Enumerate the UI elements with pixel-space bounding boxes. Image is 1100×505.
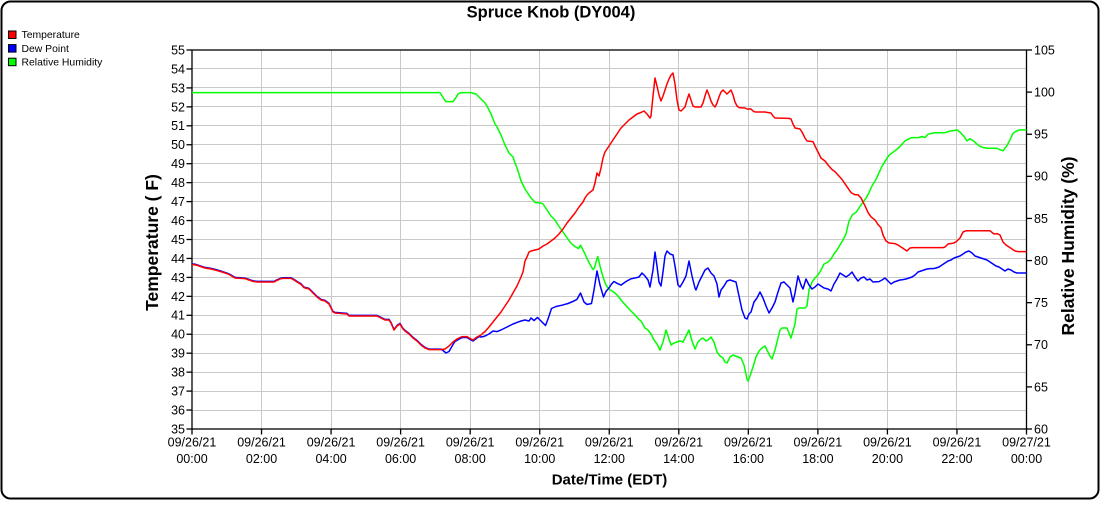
- svg-text:55: 55: [171, 43, 185, 57]
- svg-text:00:00: 00:00: [1011, 452, 1042, 466]
- svg-text:09/26/21: 09/26/21: [863, 436, 912, 450]
- svg-text:37: 37: [171, 385, 185, 399]
- svg-text:52: 52: [171, 100, 185, 114]
- svg-text:54: 54: [171, 62, 185, 76]
- svg-text:Relative Humidity (%): Relative Humidity (%): [1058, 157, 1078, 336]
- svg-text:10:00: 10:00: [524, 452, 555, 466]
- svg-text:47: 47: [171, 195, 185, 209]
- svg-text:09/26/21: 09/26/21: [168, 436, 217, 450]
- svg-text:44: 44: [171, 252, 185, 266]
- svg-text:Date/Time (EDT): Date/Time (EDT): [552, 472, 668, 489]
- svg-text:Temperature: Temperature: [22, 30, 81, 41]
- svg-text:39: 39: [171, 347, 185, 361]
- svg-text:09/26/21: 09/26/21: [724, 436, 773, 450]
- svg-text:49: 49: [171, 157, 185, 171]
- svg-text:85: 85: [1034, 212, 1048, 226]
- svg-text:09/26/21: 09/26/21: [446, 436, 495, 450]
- svg-text:42: 42: [171, 290, 185, 304]
- svg-text:100: 100: [1034, 86, 1055, 100]
- svg-text:14:00: 14:00: [663, 452, 694, 466]
- svg-text:22:00: 22:00: [941, 452, 972, 466]
- svg-text:12:00: 12:00: [594, 452, 625, 466]
- svg-text:46: 46: [171, 214, 185, 228]
- svg-text:09/26/21: 09/26/21: [307, 436, 356, 450]
- svg-text:04:00: 04:00: [315, 452, 346, 466]
- svg-text:20:00: 20:00: [872, 452, 903, 466]
- svg-text:00:00: 00:00: [176, 452, 207, 466]
- svg-text:09/26/21: 09/26/21: [794, 436, 843, 450]
- svg-text:Dew Point: Dew Point: [22, 44, 69, 55]
- svg-text:09/26/21: 09/26/21: [585, 436, 634, 450]
- svg-text:16:00: 16:00: [733, 452, 764, 466]
- svg-text:Spruce Knob (DY004): Spruce Knob (DY004): [467, 4, 636, 22]
- svg-text:40: 40: [171, 328, 185, 342]
- svg-text:09/26/21: 09/26/21: [237, 436, 286, 450]
- svg-text:65: 65: [1034, 380, 1048, 394]
- svg-text:51: 51: [171, 119, 185, 133]
- svg-text:18:00: 18:00: [802, 452, 833, 466]
- svg-text:08:00: 08:00: [455, 452, 486, 466]
- svg-text:41: 41: [171, 309, 185, 323]
- svg-text:36: 36: [171, 403, 185, 417]
- svg-text:75: 75: [1034, 296, 1048, 310]
- svg-text:80: 80: [1034, 254, 1048, 268]
- svg-text:Temperature ( F): Temperature ( F): [142, 174, 162, 311]
- svg-text:09/27/21: 09/27/21: [1002, 436, 1051, 450]
- svg-text:09/26/21: 09/26/21: [376, 436, 425, 450]
- svg-text:45: 45: [171, 233, 185, 247]
- svg-text:06:00: 06:00: [385, 452, 416, 466]
- svg-text:38: 38: [171, 366, 185, 380]
- svg-text:48: 48: [171, 176, 185, 190]
- svg-text:60: 60: [1034, 422, 1048, 436]
- svg-text:105: 105: [1034, 43, 1055, 57]
- svg-text:35: 35: [171, 422, 185, 436]
- svg-text:90: 90: [1034, 170, 1048, 184]
- svg-text:95: 95: [1034, 128, 1048, 142]
- svg-text:53: 53: [171, 81, 185, 95]
- svg-text:09/26/21: 09/26/21: [515, 436, 564, 450]
- svg-text:50: 50: [171, 138, 185, 152]
- svg-text:02:00: 02:00: [246, 452, 277, 466]
- svg-text:09/26/21: 09/26/21: [933, 436, 982, 450]
- svg-text:43: 43: [171, 271, 185, 285]
- svg-text:Relative Humidity: Relative Humidity: [22, 57, 104, 68]
- svg-text:70: 70: [1034, 338, 1048, 352]
- svg-text:09/26/21: 09/26/21: [654, 436, 703, 450]
